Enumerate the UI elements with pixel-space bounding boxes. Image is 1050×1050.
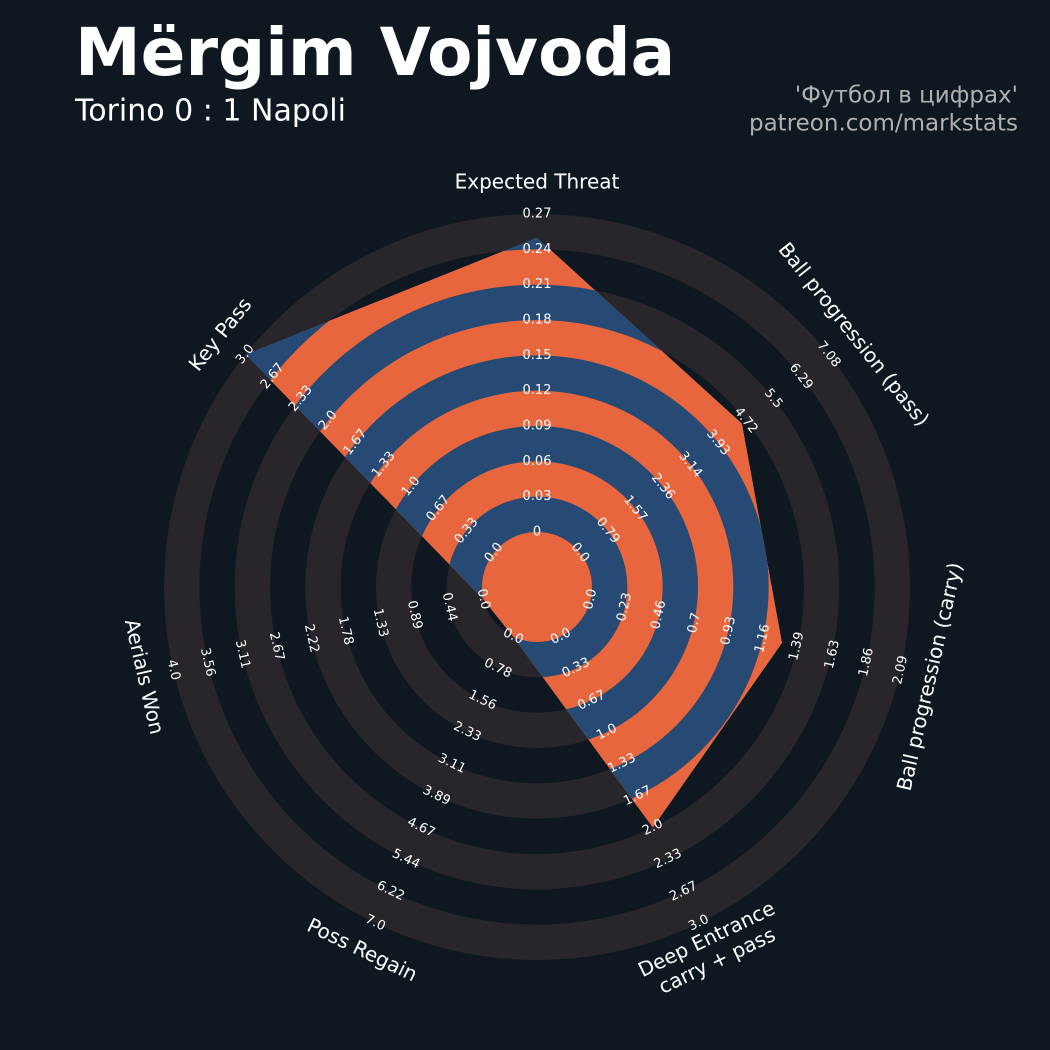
tick-label: 0 [533,525,541,540]
tick-label: 1.86 [856,646,877,678]
tick-label: 1.78 [335,615,356,647]
tick-label: 0.12 [523,383,552,398]
tick-label: 0.7 [685,611,704,635]
tick-label: 0.44 [439,591,460,623]
tick-label: 0.23 [614,591,635,623]
tick-label: 3.11 [232,638,253,670]
tick-label: 4.0 [164,658,183,682]
tick-label: 0.89 [404,599,425,631]
tick-label: 2.09 [890,654,911,686]
chart-subtitle: Torino 0 : 1 Napoli [74,94,346,129]
tick-label: 0.46 [648,599,669,631]
tick-label: 1.16 [752,623,773,655]
credit: patreon.com/markstats [749,111,1018,137]
tick-label: 0.18 [523,313,552,328]
tick-label: 0.03 [523,489,552,504]
tick-label: 1.63 [822,639,843,671]
tick-label: 0.27 [523,207,552,222]
tick-label: 0.93 [718,615,739,647]
tick-label: 0.09 [523,419,552,434]
tick-label: 2.22 [301,623,322,655]
tick-label: 0.0 [581,587,600,611]
tick-label: 0.24 [523,242,552,257]
tick-label: 0.06 [523,454,552,469]
tick-label: 0.0 [474,587,493,611]
tick-label: 1.33 [370,607,391,639]
tick-label: 0.21 [523,277,552,292]
center-disc [482,532,592,642]
tick-label: 3.56 [197,646,218,678]
tick-label: 2.67 [266,631,287,663]
chart-title: Mërgim Vojvoda [75,14,675,91]
tick-label: 1.39 [786,631,807,663]
param-label: Expected Threat [455,170,620,194]
credit: 'Футбол в цифрах' [795,83,1018,109]
tick-label: 0.15 [523,348,552,363]
